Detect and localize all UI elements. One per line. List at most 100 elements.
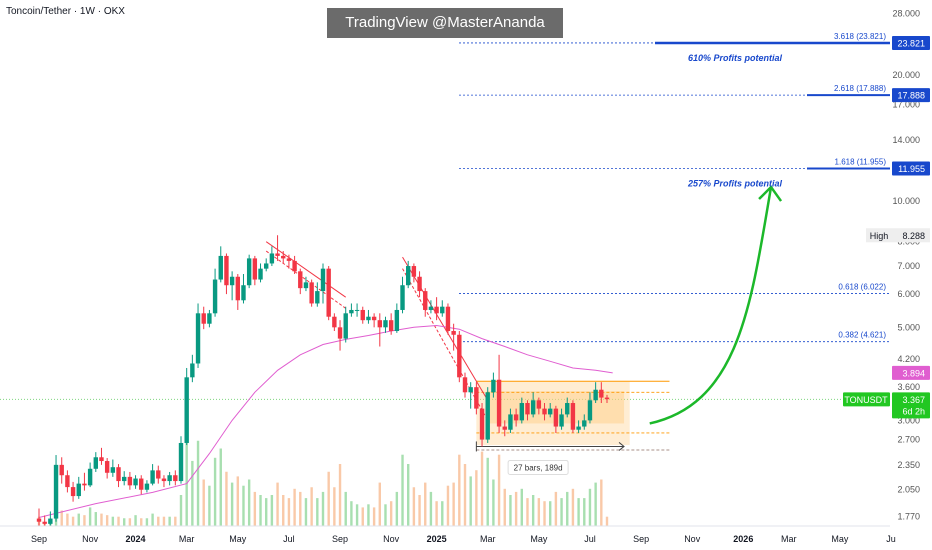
candle-body: [99, 457, 104, 462]
volume-bar: [310, 487, 313, 526]
candle: [474, 382, 479, 415]
candle: [36, 508, 42, 526]
time-tick-label: Sep: [31, 534, 47, 544]
ma-value-badge: 3.894: [902, 368, 925, 378]
target-price-badge-bg: [892, 35, 930, 50]
time-tick-label: Jul: [584, 534, 596, 544]
time-tick-label: May: [831, 534, 849, 544]
volume-bar: [588, 488, 592, 526]
target-price-badge-bg: [892, 88, 930, 103]
downtrend-line: [402, 256, 489, 401]
candle-body: [76, 483, 81, 497]
volume-bar: [77, 513, 80, 526]
range-box: [476, 381, 630, 446]
volume-bar: [537, 498, 541, 526]
candle: [315, 282, 320, 307]
volume-bar: [196, 440, 200, 526]
candle: [525, 400, 530, 421]
candle-body: [326, 268, 331, 317]
candle-body: [150, 470, 155, 484]
candle: [292, 255, 297, 275]
candle: [224, 253, 229, 295]
candle-body: [48, 518, 53, 524]
candle-body: [474, 387, 479, 409]
volume-bar: [66, 513, 69, 526]
candle: [195, 303, 201, 368]
candle-body: [565, 403, 570, 415]
candle: [565, 397, 570, 418]
volume-bar: [140, 518, 143, 526]
candle: [400, 276, 405, 314]
volume-bar: [191, 460, 194, 526]
candle: [530, 392, 536, 418]
volume-bar: [475, 470, 478, 526]
candle-body: [434, 306, 439, 314]
target-price-badge: 17.888: [897, 91, 925, 101]
time-tick-label: May: [530, 534, 548, 544]
candle: [156, 465, 161, 484]
trendlines: [265, 241, 625, 452]
candle-body: [553, 408, 559, 427]
candle-body: [349, 309, 354, 314]
candle-body: [576, 426, 581, 430]
arrow-head: [758, 185, 783, 202]
high-value: 8.288: [902, 231, 925, 241]
candle: [388, 313, 394, 335]
volume-bar: [458, 454, 461, 526]
candle: [349, 303, 354, 317]
candle: [320, 263, 326, 304]
fib-label: 0.382 (4.621): [838, 331, 886, 340]
annotation-257: 257% Profits potential: [687, 179, 783, 189]
candle-body: [144, 483, 150, 490]
time-tick-label: 2026: [733, 534, 753, 544]
candle: [235, 274, 240, 310]
price-tick-label: 20.000: [892, 70, 920, 80]
candle: [144, 480, 150, 493]
volume-bar: [605, 516, 609, 526]
time-axis-bg: [0, 526, 932, 550]
volume-bar: [202, 479, 205, 526]
candle: [377, 313, 382, 347]
candle-body: [366, 316, 371, 321]
time-axis[interactable]: Sep Nov 2024 Mar May Jul Sep Nov 2025 Mar May Jul Se…: [0, 525, 932, 550]
candle: [229, 271, 235, 301]
candle-body: [229, 276, 235, 286]
candle: [48, 511, 53, 529]
candle: [173, 470, 178, 486]
candle-body: [178, 442, 184, 482]
time-tick-label: Nov: [82, 534, 99, 544]
candle-body: [332, 316, 337, 328]
price-tick-label: 6.000: [897, 289, 920, 299]
candle: [462, 372, 468, 398]
arrow-curve: [649, 186, 773, 425]
candle-body: [525, 403, 530, 415]
volume-bar: [100, 513, 103, 526]
candle-body: [599, 389, 604, 398]
candle-body: [224, 255, 229, 286]
volume-bar: [389, 501, 393, 526]
candle-body: [258, 268, 263, 280]
candle: [570, 400, 576, 433]
candlesticks: [36, 235, 610, 529]
price-tick-label: 14.000: [892, 135, 920, 145]
candle-body: [275, 253, 280, 256]
candle-body: [303, 282, 309, 289]
candle-body: [451, 331, 456, 335]
time-tick-label: Mar: [480, 534, 496, 544]
candle: [491, 372, 496, 398]
volume-bar: [88, 507, 92, 526]
candle: [468, 382, 473, 409]
price-axis[interactable]: 28.00020.00017.00014.00012.00010.0008.00…: [843, 0, 932, 550]
candle: [298, 268, 303, 295]
measure-label: 27 bars, 189d: [514, 463, 563, 472]
volume-bar: [259, 495, 262, 526]
candle-body: [508, 414, 513, 430]
candle-body: [93, 457, 98, 469]
volume-bar: [276, 482, 279, 526]
candle: [99, 447, 104, 465]
price-tick-label: 7.000: [897, 261, 920, 271]
candle: [542, 403, 547, 421]
candle-body: [292, 260, 297, 272]
price-tick-label: 3.000: [897, 415, 920, 425]
